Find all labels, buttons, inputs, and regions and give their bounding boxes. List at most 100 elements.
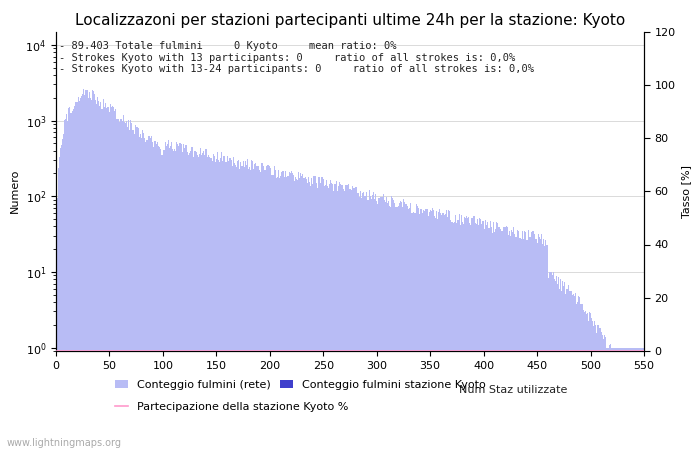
- Bar: [598, 328, 600, 450]
- Bar: [80, 98, 81, 450]
- Bar: [262, 163, 263, 450]
- Bar: [57, 168, 59, 450]
- Bar: [294, 181, 295, 450]
- Bar: [244, 167, 245, 450]
- Bar: [391, 197, 392, 450]
- Bar: [333, 190, 335, 450]
- Bar: [310, 186, 311, 450]
- Bar: [589, 311, 590, 450]
- Bar: [354, 188, 355, 450]
- Bar: [499, 227, 500, 450]
- Bar: [122, 116, 124, 450]
- Bar: [592, 321, 593, 450]
- Bar: [237, 161, 238, 450]
- Bar: [79, 101, 80, 450]
- Bar: [144, 138, 146, 450]
- Bar: [83, 89, 84, 450]
- Bar: [435, 218, 436, 450]
- Bar: [309, 182, 310, 450]
- Bar: [582, 310, 584, 450]
- Bar: [395, 207, 396, 450]
- Bar: [573, 294, 574, 450]
- Bar: [163, 149, 164, 450]
- Bar: [486, 225, 487, 450]
- Bar: [197, 157, 199, 450]
- Bar: [286, 177, 288, 450]
- Bar: [231, 160, 232, 450]
- Bar: [332, 184, 333, 450]
- Bar: [219, 162, 220, 450]
- Bar: [323, 179, 324, 450]
- Bar: [201, 155, 202, 450]
- Bar: [434, 216, 435, 450]
- Bar: [193, 158, 195, 450]
- Bar: [234, 163, 235, 450]
- Bar: [394, 203, 395, 450]
- Bar: [376, 201, 377, 450]
- Bar: [375, 194, 376, 450]
- Bar: [400, 201, 401, 450]
- Bar: [437, 219, 438, 450]
- Bar: [519, 238, 521, 450]
- Bar: [290, 171, 292, 450]
- Bar: [160, 149, 161, 450]
- Bar: [84, 94, 85, 450]
- Bar: [116, 120, 118, 450]
- Bar: [302, 175, 304, 450]
- Bar: [453, 223, 454, 450]
- Bar: [491, 233, 493, 450]
- Y-axis label: Numero: Numero: [10, 169, 20, 213]
- Bar: [426, 209, 428, 450]
- Bar: [130, 120, 132, 450]
- Bar: [547, 245, 548, 450]
- Bar: [120, 119, 122, 450]
- Bar: [438, 212, 440, 450]
- Bar: [280, 176, 281, 450]
- Bar: [293, 175, 294, 450]
- Bar: [351, 186, 353, 450]
- Bar: [265, 171, 266, 450]
- Bar: [183, 144, 184, 450]
- Bar: [609, 345, 610, 450]
- Bar: [384, 199, 385, 450]
- Bar: [516, 237, 517, 450]
- Bar: [529, 237, 530, 450]
- Bar: [454, 222, 455, 450]
- Bar: [93, 91, 94, 450]
- Bar: [315, 176, 316, 450]
- Bar: [321, 177, 322, 450]
- Bar: [410, 203, 412, 450]
- Bar: [222, 161, 223, 450]
- Bar: [398, 203, 400, 450]
- Bar: [343, 189, 344, 450]
- Bar: [243, 162, 244, 450]
- Bar: [641, 347, 643, 450]
- Bar: [202, 153, 203, 450]
- Bar: [326, 180, 327, 450]
- Bar: [203, 151, 204, 450]
- Bar: [61, 145, 62, 450]
- Bar: [545, 240, 546, 450]
- Bar: [349, 189, 351, 450]
- Bar: [153, 147, 154, 450]
- Bar: [522, 231, 523, 450]
- Bar: [606, 347, 607, 450]
- Bar: [148, 136, 150, 450]
- Bar: [379, 198, 381, 450]
- Bar: [617, 347, 618, 450]
- Bar: [414, 213, 416, 450]
- Bar: [566, 289, 568, 450]
- Bar: [452, 222, 453, 450]
- Bar: [221, 153, 222, 450]
- Bar: [166, 146, 167, 450]
- Bar: [157, 142, 158, 450]
- Bar: [62, 139, 63, 450]
- Bar: [247, 159, 248, 450]
- Bar: [510, 236, 511, 450]
- Bar: [390, 207, 391, 450]
- Bar: [278, 170, 279, 450]
- Bar: [113, 108, 114, 450]
- Bar: [377, 204, 378, 450]
- Bar: [365, 192, 367, 450]
- Bar: [586, 314, 587, 450]
